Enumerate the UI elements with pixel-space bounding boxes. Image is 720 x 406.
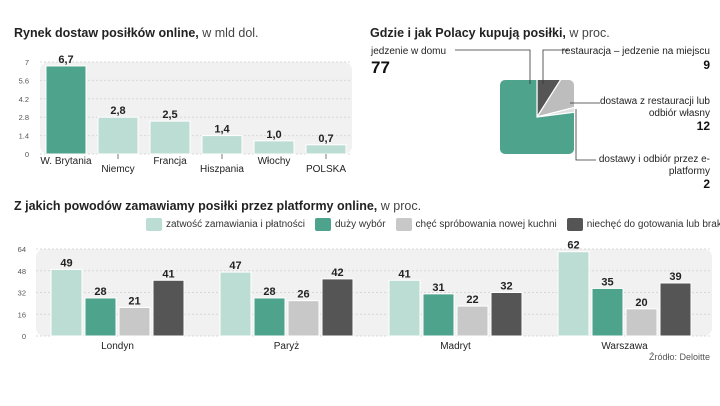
y-tick-label: 1.4 — [19, 132, 29, 141]
pie-chart-title: Gdzie i jak Polacy kupują posiłki, w pro… — [370, 26, 610, 40]
legend-swatch — [314, 218, 331, 231]
bar — [97, 116, 139, 155]
bar — [456, 305, 489, 337]
data-label: 41 — [162, 268, 174, 280]
bar — [253, 140, 295, 155]
legend-label: zatwość zamawiania i płatności — [166, 219, 305, 230]
data-label: 47 — [229, 260, 241, 272]
data-label: 1,0 — [266, 129, 281, 141]
x-tick-label: POLSKA — [306, 164, 346, 175]
bar — [305, 144, 347, 155]
bar — [287, 300, 320, 337]
bar — [201, 135, 243, 155]
y-tick-label: 32 — [18, 289, 26, 298]
x-tick-label: Hiszpania — [200, 164, 244, 175]
pie-value-restaurant: 9 — [703, 58, 710, 72]
legend-label: duży wybór — [334, 219, 386, 230]
pie-slice — [536, 101, 574, 118]
y-tick-label: 48 — [18, 267, 26, 276]
leader-line — [542, 49, 568, 84]
data-label: 21 — [128, 295, 140, 307]
data-label: 28 — [263, 286, 275, 298]
pie-slice — [536, 80, 570, 120]
bar — [149, 120, 191, 155]
bar — [45, 65, 87, 155]
bar — [591, 287, 624, 337]
data-label: 42 — [331, 267, 343, 279]
data-label: 2,5 — [162, 109, 177, 121]
leader-line — [575, 109, 596, 161]
plot-background — [40, 62, 352, 154]
y-tick-label: 2.8 — [19, 113, 29, 122]
x-tick-label: Włochy — [258, 156, 291, 167]
data-label: 26 — [297, 289, 309, 301]
bar — [659, 282, 692, 337]
pie-value-delivery: 12 — [696, 119, 710, 133]
bar — [84, 297, 117, 337]
legend-swatch — [146, 218, 162, 231]
reasons-legend: zatwość zamawiania i płatności duży wybó… — [146, 218, 720, 231]
pie-slice — [535, 80, 574, 118]
y-tick-label: 64 — [18, 245, 26, 254]
x-tick-label: Niemcy — [101, 164, 134, 175]
bar — [253, 297, 286, 337]
pie-label-delivery: dostawa z restauracji lub odbiór własny — [599, 96, 710, 119]
legend-swatch — [395, 218, 412, 231]
data-label: 62 — [567, 240, 579, 252]
data-label: 20 — [635, 297, 647, 309]
bar — [152, 279, 185, 337]
x-tick-label: Paryż — [274, 341, 300, 352]
x-tick-label: Madryt — [440, 341, 471, 352]
data-label: 35 — [601, 276, 613, 288]
y-tick-label: 0 — [25, 150, 29, 159]
x-tick-label: Warszawa — [601, 341, 648, 352]
data-label: 32 — [500, 281, 512, 293]
y-tick-label: 5.6 — [19, 76, 29, 85]
x-tick-label: W. Brytania — [40, 156, 92, 167]
data-label: 28 — [94, 286, 106, 298]
pie-label-eplatform: dostawy i odbiór przez e-platformy — [598, 154, 710, 177]
y-tick-label: 0 — [22, 332, 26, 341]
legend-swatch — [566, 218, 583, 231]
reasons-chart-title: Z jakich powodów zamawiamy posiłki przez… — [14, 199, 422, 213]
y-tick-label: 4.2 — [19, 95, 29, 104]
x-tick-label: Londyn — [101, 341, 134, 352]
legend-label: niechęć do gotowania lub brak czasu — [586, 219, 720, 230]
data-label: 1,4 — [214, 124, 230, 136]
legend-item-new-cuisine: chęć spróbowania nowej kuchni — [395, 218, 557, 231]
pie-label-restaurant: restauracja – jedzenie na miejscu — [561, 46, 710, 57]
bar — [388, 279, 421, 337]
pie-value-home: 77 — [371, 58, 390, 77]
data-label: 0,7 — [318, 133, 333, 145]
y-tick-label: 16 — [18, 310, 26, 319]
data-label: 49 — [60, 257, 72, 269]
data-label: 39 — [669, 271, 681, 283]
data-label: 41 — [398, 268, 410, 280]
pie-value-eplatform: 2 — [703, 177, 710, 191]
bar — [50, 268, 83, 337]
market-chart-title: Rynek dostaw posiłków online, w mld dol. — [14, 26, 259, 40]
bar — [118, 306, 151, 337]
legend-item-no-cooking: niechęć do gotowania lub brak czasu — [566, 218, 720, 231]
x-tick-label: Francja — [153, 156, 187, 167]
pie-slice — [500, 80, 574, 154]
data-label: 2,8 — [110, 105, 125, 117]
data-label: 6,7 — [58, 54, 73, 66]
bar — [219, 271, 252, 337]
source-note: Źródło: Deloitte — [648, 352, 710, 362]
bar — [422, 293, 455, 337]
data-label: 31 — [432, 282, 444, 294]
data-label: 22 — [466, 294, 478, 306]
legend-item-ease: zatwość zamawiania i płatności — [146, 218, 305, 231]
pie-label-home: jedzenie w domu — [371, 46, 447, 57]
legend-item-choice: duży wybór — [314, 218, 386, 231]
bar — [321, 278, 354, 337]
y-tick-label: 7 — [25, 58, 29, 67]
bar — [557, 251, 590, 337]
leader-line — [455, 49, 531, 84]
bar — [625, 308, 658, 337]
bar — [490, 292, 523, 337]
legend-label: chęć spróbowania nowej kuchni — [415, 219, 557, 230]
